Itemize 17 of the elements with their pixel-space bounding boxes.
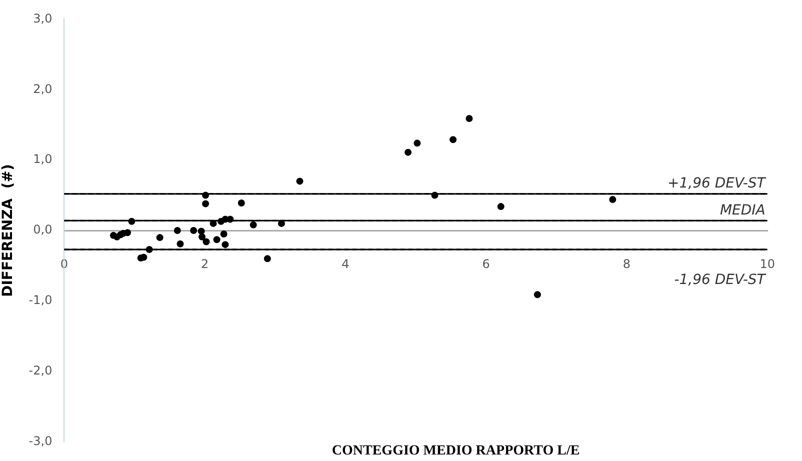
y-tick-label: -3,0 xyxy=(28,434,52,448)
x-axis-title: CONTEGGIO MEDIO RAPPORTO L/E xyxy=(332,444,580,459)
y-tick-label: 3,0 xyxy=(33,11,52,26)
y-axis-title: DIFFERENZA (#) xyxy=(0,164,16,297)
ref-line-label: +1,96 DEV-ST xyxy=(668,176,767,192)
ref-line-label: -1,96 DEV-ST xyxy=(674,272,767,288)
ref-line-label: MEDIA xyxy=(720,202,766,218)
y-tick-label: -2,0 xyxy=(28,363,52,378)
y-tick-label: 2,0 xyxy=(33,82,52,96)
x-tick-label: 6 xyxy=(482,256,490,271)
x-tick-label: 4 xyxy=(342,256,350,271)
y-tick-label: -1,0 xyxy=(28,293,52,308)
x-tick-label: 8 xyxy=(622,256,631,271)
x-tick-label: 10 xyxy=(760,256,776,271)
y-tick-label: 0,0 xyxy=(33,222,52,237)
x-tick-label: 2 xyxy=(201,256,209,271)
y-tick-label: 1,0 xyxy=(33,152,52,166)
